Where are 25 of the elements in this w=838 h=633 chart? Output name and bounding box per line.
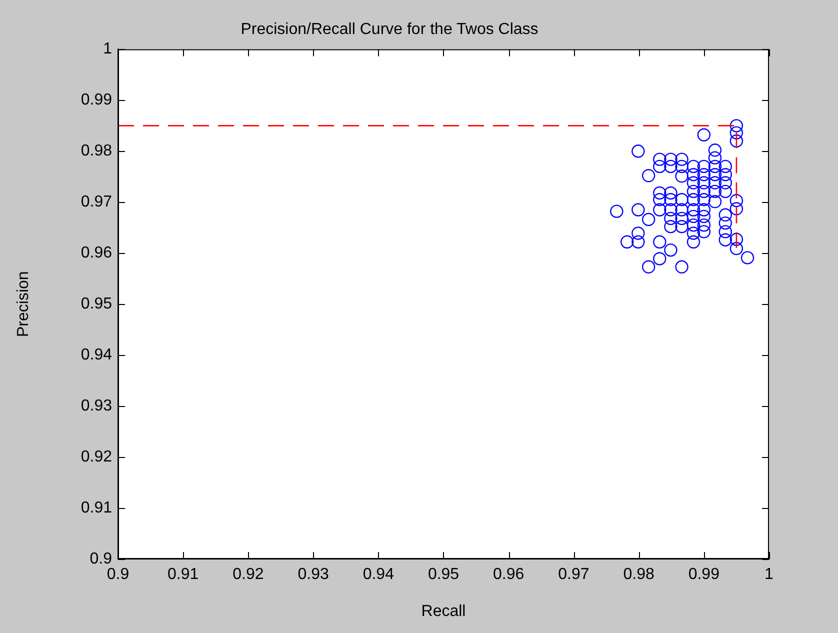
- x-tick-label: 0.96: [493, 566, 524, 584]
- y-tick-label: 0.92: [80, 448, 112, 466]
- x-tick-label: 1: [764, 566, 774, 584]
- x-tick-label: 0.93: [298, 566, 329, 584]
- chart-title: Precision/Recall Curve for the Twos Class: [240, 21, 538, 38]
- y-tick-label: 0.91: [80, 499, 112, 516]
- y-tick-label: 0.97: [80, 194, 112, 211]
- x-tick-label: 0.91: [168, 566, 199, 584]
- x-tick-label: 0.92: [232, 566, 264, 584]
- x-tick-label: 0.9: [106, 566, 130, 584]
- y-tick-label: 0.93: [80, 397, 112, 414]
- x-tick-label: 0.97: [558, 566, 590, 584]
- y-tick-label: 0.99: [80, 92, 112, 109]
- y-axis-title: Precision: [15, 271, 32, 338]
- x-axis-title: Recall: [421, 602, 466, 620]
- y-tick-label: 0.98: [80, 142, 112, 160]
- x-tick-label: 0.98: [623, 566, 654, 584]
- y-tick-label: 0.94: [80, 346, 112, 364]
- x-tick-label: 0.99: [688, 566, 720, 584]
- y-tick-label: 1: [103, 40, 112, 58]
- y-tick-label: 0.9: [90, 550, 112, 568]
- x-tick-label: 0.95: [428, 566, 460, 584]
- y-tick-label: 0.95: [80, 296, 112, 313]
- x-tick-label: 0.94: [362, 566, 394, 584]
- y-tick-label: 0.96: [80, 244, 112, 262]
